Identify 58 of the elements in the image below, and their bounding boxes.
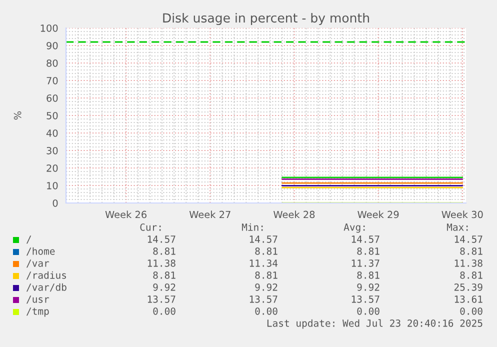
y-tick-label: 90 [46, 42, 58, 50]
x-tick-label: Week 30 [442, 210, 483, 218]
y-tick-label: 50 [46, 112, 58, 120]
y-tick-label: 10 [47, 182, 58, 190]
text: Avg: [344, 224, 365, 233]
legend-label: /var [26, 260, 50, 268]
legend-label: /radius [26, 271, 66, 280]
text: 8.81 [460, 247, 482, 255]
y-tick-label: 30 [46, 146, 58, 154]
y-tick-label: 70 [46, 76, 58, 84]
text: 14.57 [250, 236, 278, 243]
text: Cur: [140, 223, 161, 231]
y-tick-label: 0 [52, 199, 58, 207]
text: 11.37 [352, 259, 380, 267]
legend-label: /var/db [26, 283, 66, 292]
text: 14.57 [454, 236, 482, 243]
text: 9.92 [357, 283, 380, 291]
text: 0.00 [460, 307, 482, 315]
x-tick-label: Week 27 [189, 210, 230, 218]
legend-label: / [26, 236, 32, 244]
chart-title: Disk usage in percent - by month [163, 12, 369, 26]
text: 14.57 [352, 236, 380, 243]
x-tick-label: Week 28 [274, 210, 315, 218]
y-tick-label: 20 [46, 164, 58, 172]
text: 11.38 [148, 259, 176, 267]
y-axis-title: % [14, 111, 22, 120]
text: 0.00 [255, 307, 278, 315]
text: 8.81 [357, 247, 380, 255]
text: 25.39 [454, 283, 482, 291]
text: 8.81 [255, 247, 278, 255]
text: 9.92 [255, 283, 278, 291]
x-tick-label: Week 26 [105, 210, 146, 218]
x-tick-label: Week 29 [358, 210, 399, 218]
text: Max: [446, 224, 468, 231]
text: 0.00 [357, 307, 380, 315]
y-tick-label: 40 [46, 129, 58, 137]
text: 8.81 [460, 271, 482, 279]
text: 11.38 [454, 259, 482, 267]
text: 8.81 [153, 247, 176, 255]
text: 13.57 [352, 295, 380, 303]
text: 13.57 [250, 295, 278, 303]
text: 14.57 [148, 236, 176, 243]
text: 8.81 [153, 271, 176, 279]
y-tick-label: 60 [46, 94, 58, 102]
text: 9.92 [153, 283, 176, 291]
text: 0.00 [153, 307, 176, 315]
text: Min: [242, 223, 263, 231]
legend-label: /tmp [26, 308, 49, 317]
text: Last update: Wed Jul 23 20:40:16 2025 [267, 319, 482, 329]
text: 11.34 [250, 259, 278, 267]
y-tick-label: 80 [46, 59, 58, 67]
text: 13.61 [454, 295, 482, 303]
legend-label: /usr [26, 296, 50, 304]
legend-label: /home [26, 247, 55, 256]
text: 13.57 [148, 295, 176, 303]
y-tick-label: 100 [40, 24, 58, 32]
text: 8.81 [357, 271, 380, 279]
text: 8.81 [255, 271, 278, 279]
